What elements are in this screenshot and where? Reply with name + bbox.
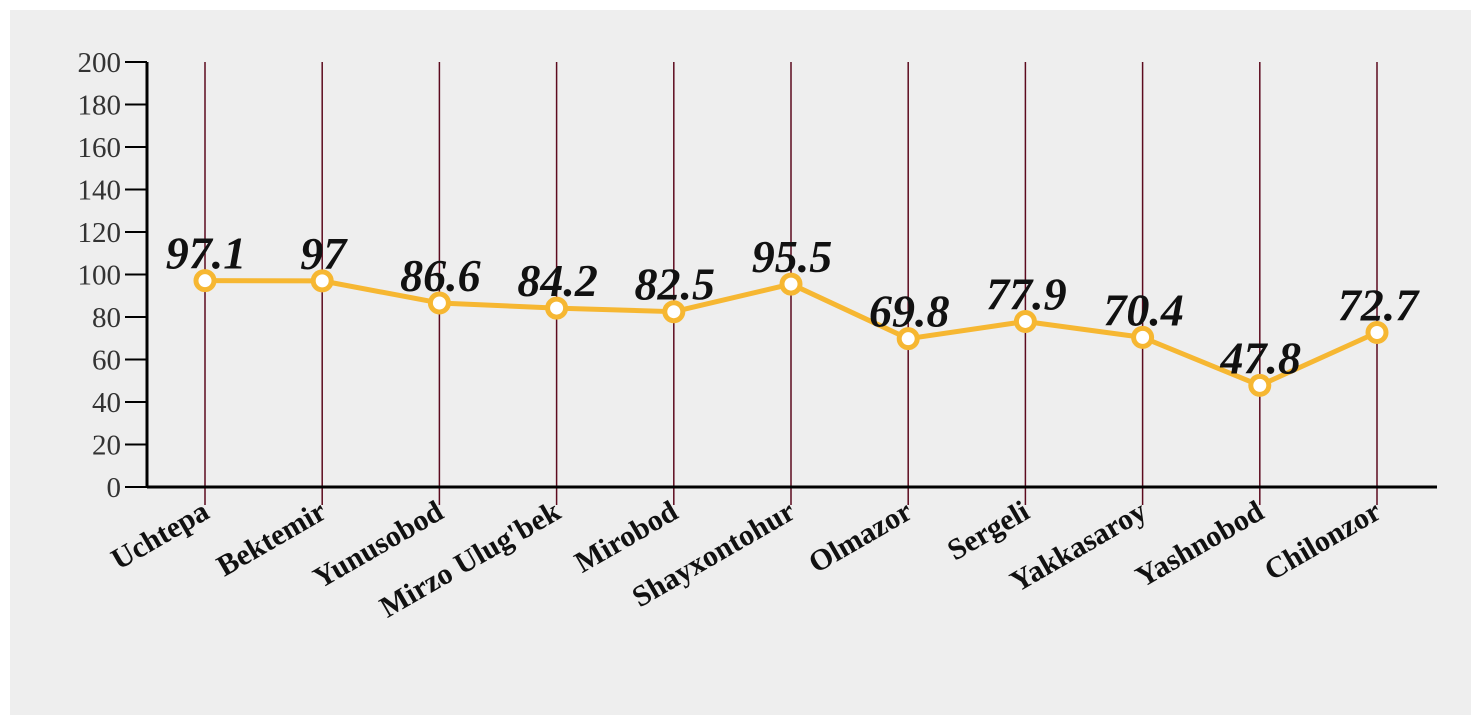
x-tick-label: Uchtepa bbox=[106, 494, 215, 576]
x-tick-label: Chilonzor bbox=[1259, 494, 1387, 587]
y-tick-label: 140 bbox=[78, 175, 122, 207]
data-point bbox=[896, 327, 920, 351]
data-point bbox=[1248, 373, 1272, 397]
x-tick-label: Olmazor bbox=[803, 494, 918, 579]
y-tick-label: 20 bbox=[92, 430, 121, 462]
y-tick-label: 40 bbox=[92, 387, 121, 419]
data-label: 72.7 bbox=[1338, 280, 1421, 331]
data-labels: 97.1 97 86.6 84.2 82.5 95.5 69.8 77.9 70.4 47.8 72… bbox=[166, 228, 1421, 384]
data-point bbox=[662, 300, 686, 324]
y-tick-label: 100 bbox=[78, 260, 122, 292]
y-tick-label: 60 bbox=[92, 345, 121, 377]
data-label: 70.4 bbox=[1103, 284, 1184, 335]
data-label: 82.5 bbox=[635, 259, 716, 310]
data-point bbox=[779, 272, 803, 296]
series-line-group bbox=[193, 269, 1389, 397]
data-label: 77.9 bbox=[986, 268, 1067, 319]
data-label: 97.1 bbox=[166, 228, 247, 279]
data-label: 84.2 bbox=[517, 255, 598, 306]
data-point bbox=[1013, 309, 1037, 333]
data-label: 86.6 bbox=[400, 250, 481, 301]
x-tick-label: Yashnobod bbox=[1130, 494, 1270, 594]
data-point bbox=[310, 269, 334, 293]
data-label: 69.8 bbox=[869, 286, 950, 337]
y-tick-label: 80 bbox=[92, 302, 121, 334]
data-label: 97 bbox=[300, 228, 348, 279]
data-point bbox=[1365, 321, 1389, 345]
data-label: 95.5 bbox=[752, 231, 833, 282]
data-label: 47.8 bbox=[1220, 332, 1302, 383]
y-tick-label: 0 bbox=[107, 472, 122, 504]
y-tick-label: 120 bbox=[78, 217, 122, 249]
data-point bbox=[1131, 325, 1155, 349]
y-tick-label: 180 bbox=[78, 90, 122, 122]
data-point bbox=[193, 269, 217, 293]
y-tick-label: 200 bbox=[78, 47, 122, 79]
x-tick-label: Sergeli bbox=[942, 494, 1035, 567]
data-point bbox=[545, 296, 569, 320]
y-tick-label: 160 bbox=[78, 132, 122, 164]
data-point bbox=[427, 291, 451, 315]
chart-panel bbox=[10, 10, 1471, 715]
